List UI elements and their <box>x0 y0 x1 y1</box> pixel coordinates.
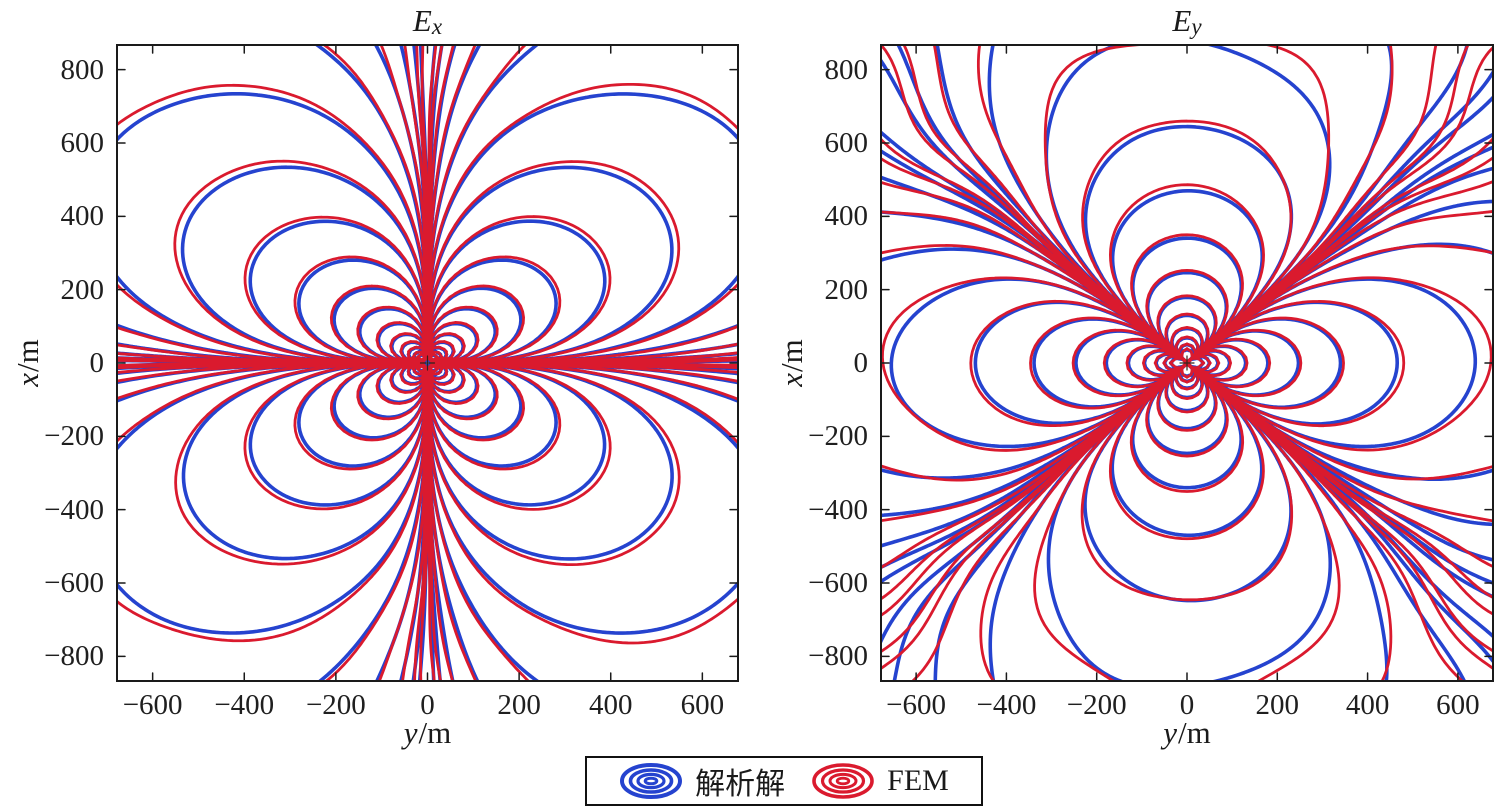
y-tick-label: 800 <box>824 53 869 86</box>
legend-label-analytic: 解析解 <box>695 768 786 801</box>
legend-icon-fem-contours <box>812 763 874 799</box>
y-tick-label: −200 <box>808 420 868 453</box>
y-tick-label: 400 <box>60 200 105 233</box>
y-tick-label: 200 <box>60 273 105 306</box>
contour-canvas-ey <box>880 44 1494 682</box>
x-tick-label: 200 <box>1255 689 1300 721</box>
x-tick-label: 600 <box>1436 689 1480 721</box>
x-tick-label: −400 <box>976 689 1037 721</box>
y-tick-label: −400 <box>808 493 868 526</box>
x-tick-label: 600 <box>680 689 725 721</box>
y-tick-label: 600 <box>60 127 105 159</box>
x-tick-label: 0 <box>1179 689 1195 721</box>
x-tick-label: 400 <box>588 689 633 721</box>
plot-title-ex-main: E <box>412 3 432 38</box>
legend: 解析解 FEM <box>585 756 983 806</box>
x-axis-label-ey: y/m <box>880 712 1494 754</box>
x-tick-label: −600 <box>886 689 947 721</box>
x-tick-label: 400 <box>1345 689 1390 721</box>
x-axis-label-ex: y/m <box>116 712 739 754</box>
y-tick-label: −800 <box>808 640 868 673</box>
y-tick-label: 0 <box>853 347 869 379</box>
plot-title-ey-main: E <box>1172 3 1192 38</box>
y-tick-label: −400 <box>44 493 104 526</box>
legend-icon-analytic-contours <box>620 763 683 799</box>
y-tick-label: 0 <box>89 347 105 379</box>
contour-canvas-ex <box>116 44 739 682</box>
x-tick-label: −200 <box>1066 689 1127 721</box>
y-tick-label: 400 <box>824 200 869 233</box>
x-tick-label: −200 <box>305 689 366 721</box>
y-tick-label: −600 <box>44 567 104 599</box>
y-tick-label: 800 <box>60 53 105 86</box>
x-tick-label: −400 <box>214 689 275 721</box>
y-tick-label: 200 <box>824 273 869 306</box>
legend-item-analytic: 解析解 <box>619 759 785 803</box>
x-axis-label-ey-var: y <box>1163 715 1178 750</box>
x-tick-label: −600 <box>122 689 183 721</box>
x-axis-label-ex-var: y <box>403 715 418 750</box>
y-tick-label: −800 <box>44 640 104 673</box>
x-axis-label-ey-unit: /m <box>1178 715 1211 750</box>
y-tick-label: −600 <box>808 567 868 599</box>
y-tick-label: 600 <box>824 127 869 159</box>
x-tick-label: 200 <box>497 689 541 721</box>
x-tick-label: 0 <box>420 689 435 721</box>
y-tick-label: −200 <box>44 420 104 453</box>
legend-item-fem: FEM <box>811 763 949 799</box>
legend-label-fem: FEM <box>887 764 949 797</box>
x-axis-label-ex-unit: /m <box>418 715 452 750</box>
